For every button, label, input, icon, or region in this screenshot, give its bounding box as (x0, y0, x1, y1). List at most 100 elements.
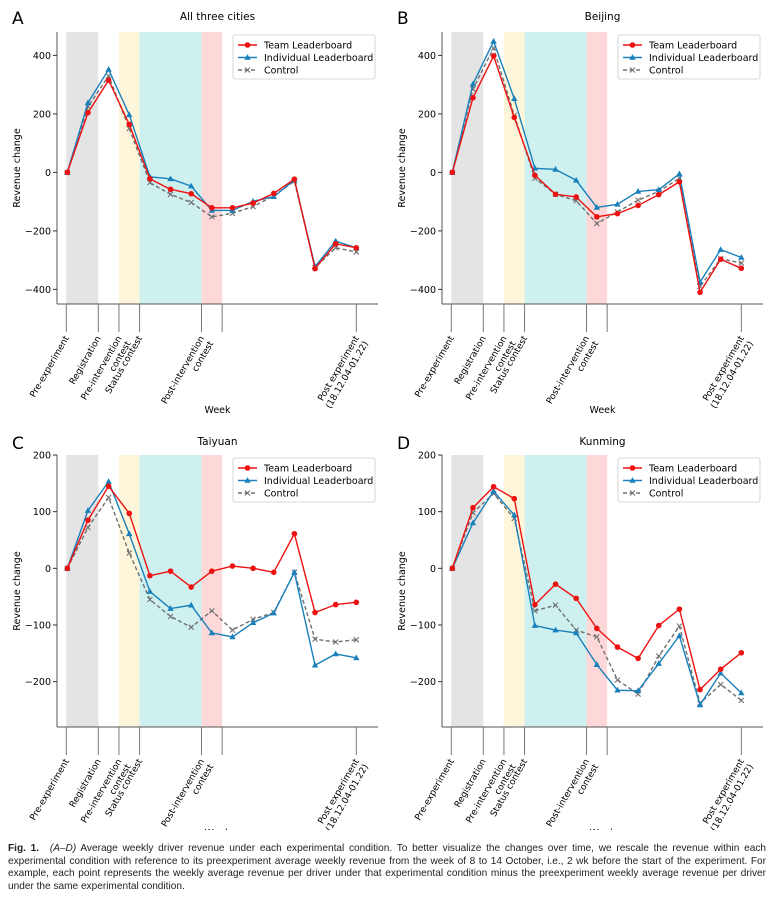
legend-label: Individual Leaderboard (264, 53, 373, 64)
data-point (449, 565, 456, 572)
data-point (332, 639, 339, 645)
y-tick-label: 200 (418, 451, 436, 462)
data-point (717, 256, 724, 263)
data-point (614, 644, 621, 650)
series-individual-leaderboard (449, 37, 745, 285)
y-tick-label: 0 (45, 168, 51, 179)
legend-marker-circle-icon (629, 42, 636, 48)
legend-label: Individual Leaderboard (264, 476, 373, 487)
series-team-leaderboard (449, 483, 745, 693)
data-point (270, 190, 277, 197)
phase-band-pre-experiment (451, 32, 484, 304)
data-point (105, 77, 112, 84)
phase-band-pre-experiment (66, 32, 99, 304)
phase-band-post-intervention (201, 32, 223, 304)
data-point (188, 624, 195, 631)
data-point (167, 605, 174, 611)
y-tick-label: 400 (33, 51, 51, 62)
legend-item: Team Leaderboard (623, 41, 737, 52)
y-tick-label: 100 (418, 507, 436, 518)
legend-marker-x-icon (244, 490, 251, 496)
series-individual-leaderboard (449, 487, 745, 708)
data-point (209, 568, 215, 574)
data-point (470, 504, 476, 511)
legend-box (617, 34, 761, 80)
panel-b: B Beijing −400 −200 0 200 400 Revenue change Pre… (397, 9, 763, 416)
data-point (229, 204, 236, 211)
legend-marker-circle-icon (244, 465, 251, 471)
legend-item: Team Leaderboard (623, 464, 737, 475)
data-point (270, 569, 277, 576)
data-point (291, 530, 298, 537)
data-point (105, 483, 112, 489)
data-point (167, 191, 174, 198)
phase-band-pre-intervention (503, 455, 525, 727)
data-point (64, 565, 71, 572)
data-point (126, 510, 133, 517)
data-point (332, 240, 339, 247)
data-point (593, 661, 601, 667)
data-point (655, 622, 662, 629)
phase-band-post-intervention (201, 455, 223, 727)
legend-label: Control (264, 66, 298, 77)
data-point (64, 169, 71, 176)
legend-label: Control (264, 489, 298, 500)
data-point (634, 187, 642, 194)
legend-marker-triangle-icon (244, 54, 251, 60)
y-tick-label: 0 (430, 564, 436, 575)
panel-title: Beijing (585, 11, 621, 23)
x-phase-tick-label: Post experiment(18.12.04-01.22) (315, 334, 371, 411)
phase-band-pre-experiment (66, 455, 99, 727)
data-point (511, 511, 518, 518)
data-point (572, 176, 580, 183)
data-point (635, 197, 641, 204)
data-point (532, 607, 538, 614)
legend-marker-triangle-icon (629, 477, 636, 483)
data-point (209, 204, 215, 211)
data-point (696, 701, 704, 708)
phase-band-post-intervention (586, 455, 608, 727)
data-point (167, 568, 174, 574)
legend-item: Individual Leaderboard (238, 53, 373, 64)
data-point (126, 530, 133, 537)
data-point (208, 629, 216, 636)
legend-label: Control (649, 489, 683, 500)
legend-item: Individual Leaderboard (238, 476, 373, 487)
data-point (676, 178, 683, 185)
data-point (552, 602, 559, 609)
data-point (531, 622, 539, 628)
data-point (353, 599, 360, 606)
legend-box (232, 34, 376, 80)
data-point (105, 66, 112, 72)
legend-label: Team Leaderboard (648, 464, 737, 475)
data-point (676, 632, 683, 639)
data-point (738, 265, 745, 272)
data-point (250, 200, 256, 206)
legend-item: Team Leaderboard (238, 464, 352, 475)
data-point (655, 660, 662, 666)
legend-marker-circle-icon (629, 465, 636, 471)
y-tick-label: 200 (33, 451, 51, 462)
data-point (738, 260, 745, 266)
data-point (353, 654, 360, 661)
x-axis-label: Week (204, 828, 231, 830)
legend-box (617, 457, 761, 503)
data-point (676, 606, 683, 612)
data-point (208, 213, 215, 220)
legend-label: Control (649, 66, 683, 77)
legend-label: Team Leaderboard (263, 464, 352, 475)
legend-item: Team Leaderboard (238, 41, 352, 52)
data-point (511, 114, 518, 121)
data-point (469, 80, 477, 87)
data-point (167, 613, 174, 620)
data-point (635, 655, 641, 662)
phase-band-status-contest (524, 455, 587, 727)
data-point (572, 629, 580, 636)
data-point (85, 109, 91, 116)
series-team-leaderboard (449, 53, 745, 296)
y-axis-label: Revenue change (397, 551, 408, 631)
data-point (697, 289, 703, 296)
x-phase-tick-label: Post experiment(18.12.04-01.22) (315, 757, 371, 830)
data-point (490, 483, 497, 490)
data-point (593, 220, 600, 227)
